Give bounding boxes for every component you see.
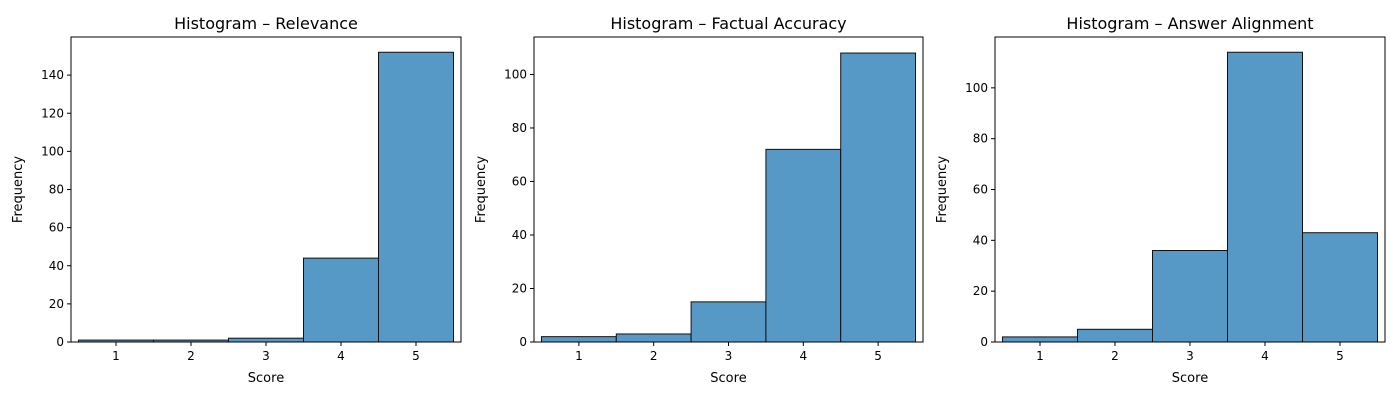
bar-score-3	[690, 301, 767, 343]
x-tick-label: 4	[799, 349, 807, 363]
x-tick-label: 3	[1186, 349, 1194, 363]
y-tick-label: 0	[519, 335, 527, 349]
chart-title: Histogram – Factual Accuracy	[610, 14, 846, 33]
y-tick-label: 140	[41, 68, 64, 82]
bars	[540, 52, 917, 343]
y-tick-label: 120	[41, 106, 64, 120]
y-axis-label: Frequency	[11, 156, 26, 223]
panel-answer-alignment: Histogram – Answer Alignment Score Frequ…	[935, 14, 1386, 386]
bars	[1002, 51, 1378, 343]
bar-score-2	[1077, 328, 1153, 343]
bar-score-2	[615, 333, 692, 343]
bar-score-1	[540, 336, 617, 343]
bar-score-3	[228, 337, 304, 343]
ticks: 1 2 3 4 5 0 20 40 60 80 100	[504, 67, 882, 363]
x-tick-label: 3	[725, 349, 733, 363]
y-tick-label: 60	[973, 183, 988, 197]
x-tick-label: 2	[187, 349, 195, 363]
x-axis-label: Score	[710, 371, 746, 386]
y-tick-label: 100	[965, 81, 988, 95]
x-tick-label: 2	[650, 349, 658, 363]
x-tick-label: 5	[1336, 349, 1344, 363]
x-tick-label: 5	[412, 349, 420, 363]
bar-score-1	[1002, 336, 1078, 343]
axes-frame	[70, 36, 462, 343]
y-tick-label: 80	[973, 132, 988, 146]
y-tick-label: 80	[49, 183, 64, 197]
axes-frame	[533, 36, 924, 343]
bar-score-4	[303, 257, 379, 343]
y-tick-label: 20	[973, 284, 988, 298]
y-tick-label: 100	[504, 67, 527, 81]
ticks: 1 2 3 4 5 0 20 40 60 80 100 120 140	[41, 68, 420, 363]
y-tick-label: 40	[973, 233, 988, 247]
y-tick-label: 20	[512, 281, 527, 295]
y-tick-label: 0	[56, 335, 64, 349]
x-tick-label: 1	[112, 349, 120, 363]
bar-score-5	[378, 51, 454, 343]
bar-score-5	[840, 52, 917, 343]
y-tick-label: 40	[49, 259, 64, 273]
y-axis-label: Frequency	[474, 156, 489, 223]
y-tick-label: 60	[49, 221, 64, 235]
bar-score-4	[765, 148, 842, 343]
x-tick-label: 1	[575, 349, 583, 363]
y-tick-label: 100	[41, 144, 64, 158]
chart-title: Histogram – Relevance	[174, 14, 358, 33]
y-axis-label: Frequency	[935, 156, 950, 223]
x-tick-label: 5	[874, 349, 882, 363]
y-tick-label: 80	[512, 121, 527, 135]
x-axis-label: Score	[248, 371, 284, 386]
chart-title: Histogram – Answer Alignment	[1066, 14, 1313, 33]
x-axis-label: Score	[1172, 371, 1208, 386]
x-tick-label: 4	[337, 349, 345, 363]
bar-score-4	[1227, 51, 1303, 343]
axes-frame	[994, 36, 1386, 343]
panel-factual-accuracy: Histogram – Factual Accuracy Score Frequ…	[474, 14, 924, 386]
y-tick-label: 60	[512, 174, 527, 188]
y-tick-label: 20	[49, 297, 64, 311]
y-tick-label: 0	[980, 335, 988, 349]
y-tick-label: 40	[512, 228, 527, 242]
x-tick-label: 4	[1261, 349, 1269, 363]
bar-score-3	[1152, 250, 1228, 343]
x-tick-label: 3	[262, 349, 270, 363]
ticks: 1 2 3 4 5 0 20 40 60 80 100	[965, 81, 1344, 363]
x-tick-label: 1	[1036, 349, 1044, 363]
bar-score-5	[1302, 232, 1378, 343]
bars	[78, 51, 454, 343]
x-tick-label: 2	[1111, 349, 1119, 363]
